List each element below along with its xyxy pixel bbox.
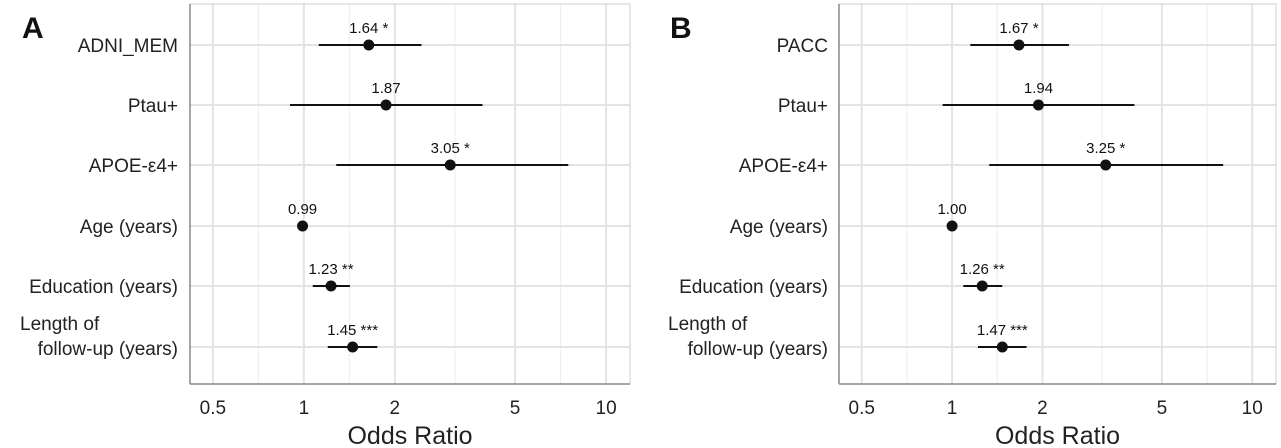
point-estimate	[1032, 99, 1044, 111]
row-label: Length of	[668, 314, 748, 335]
data-label: 0.99	[288, 201, 317, 218]
x-tick-label: 2	[390, 398, 401, 419]
row-label: Length of	[20, 314, 100, 335]
x-axis-label: Odds Ratio	[347, 422, 472, 448]
row-label: Age (years)	[80, 217, 178, 238]
point-estimate	[444, 159, 456, 171]
data-label: 1.87	[371, 80, 400, 97]
forest-row: Age (years) 1.00	[730, 201, 967, 238]
forest-row: APOE-ε4+ 3.05 *	[89, 140, 569, 177]
forest-row: Education (years) 1.23 **	[29, 261, 354, 298]
data-label: 1.67 *	[999, 20, 1038, 37]
x-tick-label: 0.5	[200, 398, 226, 419]
forest-row: Length of follow-up (years) 1.45 ***	[20, 314, 378, 360]
x-tick-label: 0.5	[849, 398, 875, 419]
row-label: follow-up (years)	[688, 339, 828, 360]
row-label: APOE-ε4+	[739, 156, 828, 177]
point-estimate	[347, 341, 359, 353]
row-label: APOE-ε4+	[89, 156, 178, 177]
data-label: 3.25 *	[1086, 140, 1125, 157]
data-label: 1.23 **	[309, 261, 354, 278]
data-label: 1.47 ***	[977, 322, 1028, 339]
panel-letter: B	[670, 12, 692, 45]
row-label: Age (years)	[730, 217, 828, 238]
point-estimate	[325, 280, 337, 292]
x-tick-label: 10	[1242, 398, 1263, 419]
panel-letter: A	[22, 12, 44, 45]
forest-row: APOE-ε4+ 3.25 *	[739, 140, 1224, 177]
data-label: 1.94	[1024, 80, 1053, 97]
forest-row: Length of follow-up (years) 1.47 ***	[668, 314, 1028, 360]
forest-row: Ptau+ 1.87	[128, 80, 483, 117]
point-estimate	[946, 220, 958, 232]
point-estimate	[996, 341, 1008, 353]
data-label: 1.45 ***	[327, 322, 378, 339]
forest-panel-a: 0.5 1 2 5 10 Odds Ratio A ADNI_MEM 1.64 * Ptau+ 1.…	[20, 3, 631, 448]
point-estimate	[1100, 159, 1112, 171]
point-estimate	[1013, 39, 1025, 51]
data-label: 1.26 **	[960, 261, 1005, 278]
x-tick-label: 5	[1157, 398, 1168, 419]
row-label: Education (years)	[679, 277, 828, 298]
point-estimate	[363, 39, 375, 51]
data-label: 1.64 *	[349, 20, 388, 37]
x-tick-label: 5	[510, 398, 521, 419]
forest-row: ADNI_MEM 1.64 *	[78, 20, 422, 57]
panel-border	[189, 3, 631, 385]
forest-row: Education (years) 1.26 **	[679, 261, 1005, 298]
forest-row: Ptau+ 1.94	[778, 80, 1135, 117]
forest-row: Age (years) 0.99	[80, 201, 317, 238]
x-tick-label: 10	[596, 398, 617, 419]
row-label: follow-up (years)	[38, 339, 178, 360]
row-label: ADNI_MEM	[78, 36, 178, 57]
point-estimate	[297, 220, 309, 232]
forest-row: PACC 1.67 *	[777, 20, 1069, 57]
point-estimate	[976, 280, 988, 292]
row-label: PACC	[777, 36, 828, 57]
row-label: Ptau+	[128, 96, 178, 117]
data-label: 3.05 *	[431, 140, 470, 157]
x-tick-label: 1	[947, 398, 958, 419]
forest-panel-b: 0.5 1 2 5 10 Odds Ratio B PACC 1.67 * Ptau+ 1.94 AP…	[668, 3, 1277, 448]
panel-border	[838, 3, 1277, 385]
x-tick-label: 1	[299, 398, 310, 419]
point-estimate	[380, 99, 392, 111]
x-tick-label: 2	[1037, 398, 1048, 419]
data-label: 1.00	[937, 201, 966, 218]
row-label: Education (years)	[29, 277, 178, 298]
row-label: Ptau+	[778, 96, 828, 117]
x-axis-label: Odds Ratio	[995, 422, 1120, 448]
